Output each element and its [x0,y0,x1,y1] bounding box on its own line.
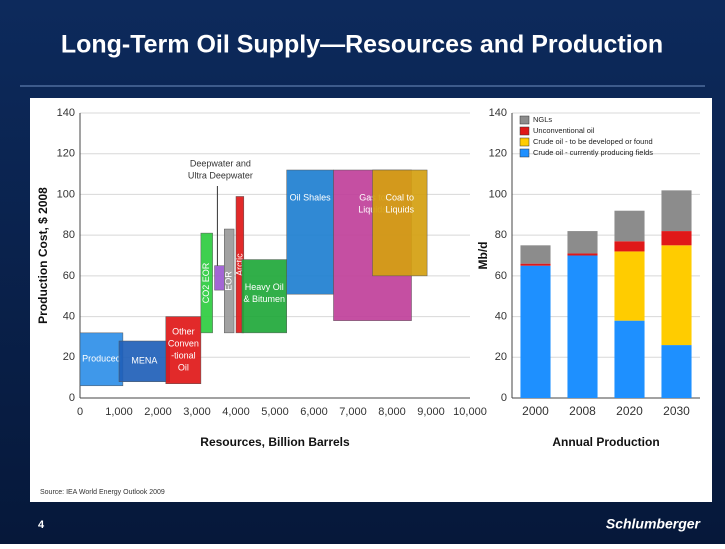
bar-segment [661,190,692,232]
box-label: Produced [82,354,121,364]
cost-box [165,316,202,385]
y-tick-label: 0 [69,392,75,404]
y-tick-label: 20 [495,351,507,363]
x-tick-label: 7,000 [339,406,367,418]
box-label: Coal to [386,192,415,202]
x-tick-label: 10,000 [453,406,487,418]
annotation: Deepwater and [190,158,251,168]
box-label: Oil [178,363,189,373]
bar-segment [614,210,645,242]
box-label: MENA [131,356,157,366]
cost-box [224,228,235,334]
x-axis-title: Resources, Billion Barrels [200,435,350,449]
y-tick-label: 0 [501,392,507,404]
box-label: Oil Shales [290,192,332,202]
bar-segment [520,245,551,264]
cost-box [286,169,334,295]
cost-box [372,169,428,277]
y-tick-label: 100 [489,188,507,200]
box-label: Other [172,327,195,337]
bar-segment [614,251,645,321]
box-label: Arctic [234,253,244,276]
x-tick-label: 9,000 [417,406,445,418]
legend-swatch [519,148,530,158]
x-tick-label: 4,000 [222,406,250,418]
brand: Schlumberger [606,516,702,532]
bar-segment [567,253,598,256]
box-label: EOR [224,271,234,291]
bar-segment [614,320,645,398]
legend-label: Crude oil - to be developed or found [533,137,653,146]
cost-box [118,340,170,382]
y-tick-label: 120 [489,148,507,160]
legend-swatch [519,126,530,136]
source: Source: IEA World Energy Outlook 2009 [40,489,165,496]
bar-segment [661,231,692,246]
y-tick-label: 40 [495,310,507,322]
x-tick-label: 6,000 [300,406,328,418]
y-tick-label: 40 [63,310,75,322]
x-tick-label: 2008 [569,404,596,418]
bar-segment [661,345,692,398]
x-tick-label: 8,000 [378,406,406,418]
y-tick-label: 20 [63,351,75,363]
legend-label: NGLs [533,115,552,124]
x-tick-label: 5,000 [261,406,289,418]
bar-segment [520,265,551,398]
cost-box [241,259,287,334]
bar-segment [614,241,645,252]
x-tick-label: 2000 [522,404,549,418]
box-label: Heavy Oil [245,282,284,292]
y-tick-label: 60 [63,270,75,282]
x-tick-label: 0 [77,406,83,418]
y-axis-title: Mb/d [476,242,490,270]
y-tick-label: 100 [57,188,75,200]
x-tick-label: 2,000 [144,406,172,418]
x-tick-label: 2020 [616,404,643,418]
bar-segment [567,255,598,398]
bar-segment [567,231,598,254]
box-label: CO2 EOR [201,262,211,303]
y-tick-label: 80 [63,229,75,241]
y-tick-label: 140 [489,107,507,119]
legend-label: Unconventional oil [533,126,595,135]
y-tick-label: 140 [57,107,75,119]
legend-swatch [519,115,530,125]
slide-title: Long-Term Oil Supply—Resources and Produ… [61,31,663,59]
box-label: -tional [171,351,196,361]
box-label: Conven [168,339,199,349]
y-tick-label: 80 [495,229,507,241]
page-number: 4 [38,519,45,531]
bar-segment [661,245,692,346]
legend-swatch [519,137,530,147]
y-tick-label: 60 [495,270,507,282]
annotation: Ultra Deepwater [188,170,253,180]
y-axis-title: Production Cost, $ 2008 [36,187,50,324]
cost-box [200,232,213,334]
bar-segment [520,263,551,266]
box-label: & Bitumen [244,294,286,304]
box-label: Liquids [386,204,415,214]
y-tick-label: 120 [57,148,75,160]
legend-label: Crude oil - currently producing fields [533,148,653,157]
x-tick-label: 3,000 [183,406,211,418]
x-axis-title: Annual Production [552,435,659,449]
x-tick-label: 1,000 [105,406,133,418]
x-tick-label: 2030 [663,404,690,418]
cost-box [79,332,124,387]
